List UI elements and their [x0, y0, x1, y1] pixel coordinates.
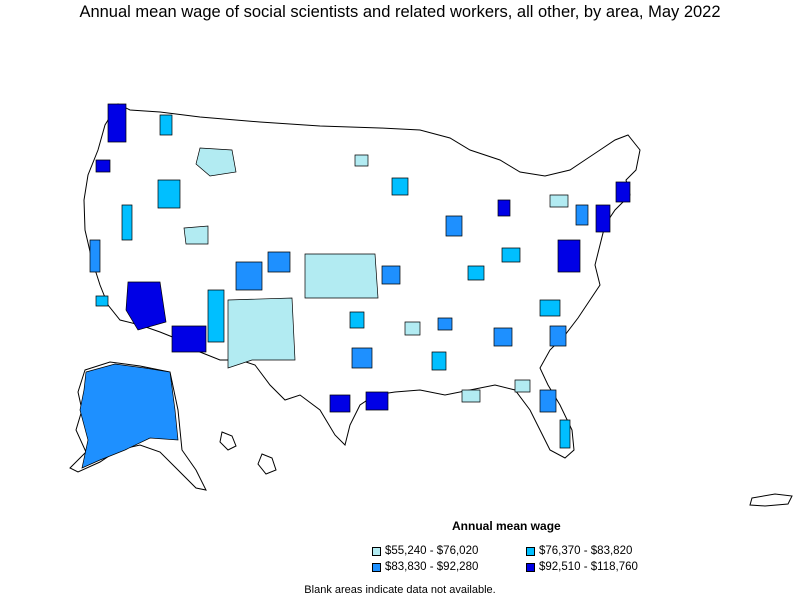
legend-item-tier-3: $83,830 - $92,280	[372, 561, 478, 573]
legend-swatch-tier-1	[372, 546, 381, 556]
legend-swatch-tier-2	[526, 546, 535, 556]
data-availability-note: Blank areas indicate data not available.	[304, 584, 496, 596]
hawaii-outline	[219, 431, 237, 451]
legend-item-tier-2: $76,370 - $83,820	[526, 545, 632, 557]
legend-item-tier-4: $92,510 - $118,760	[526, 561, 638, 573]
legend-item-tier-1: $55,240 - $76,020	[372, 545, 478, 557]
legend-swatch-tier-4	[526, 562, 535, 572]
legend-label-tier-3: $83,830 - $92,280	[385, 561, 479, 573]
legend-label-tier-4: $92,510 - $118,760	[539, 561, 638, 573]
legend-swatch-tier-3	[372, 562, 381, 572]
legend-label-tier-2: $76,370 - $83,820	[539, 545, 633, 557]
puerto-rico-outline	[749, 493, 793, 507]
legend-label-tier-1: $55,240 - $76,020	[385, 545, 479, 557]
map-title: Annual mean wage of social scientists an…	[79, 3, 721, 21]
legend-title: Annual mean wage	[452, 519, 561, 533]
